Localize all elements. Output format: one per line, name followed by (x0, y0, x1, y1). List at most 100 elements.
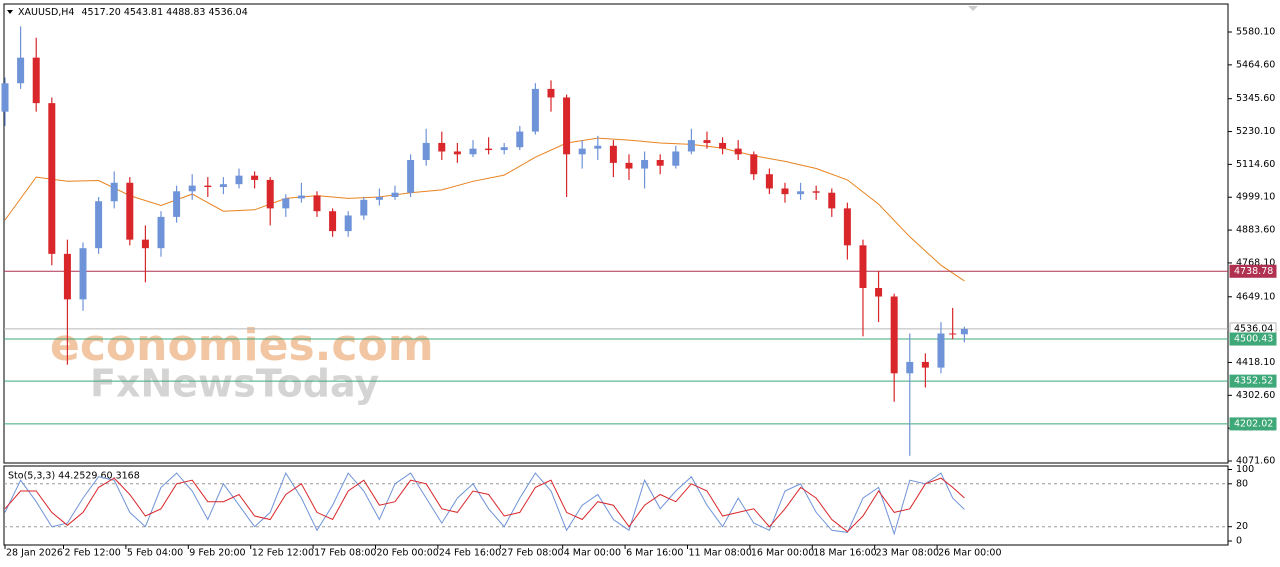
oscillator-panel (3, 465, 1229, 546)
candle-body (297, 195, 305, 199)
oscillator-title: Sto(5,3,3) 44.2529 60.3168 (8, 471, 140, 482)
candle-body (173, 191, 181, 217)
candle-body (516, 131, 524, 148)
level-line-box (1229, 374, 1277, 388)
candle-body (719, 142, 727, 149)
low: 4488.83 (166, 7, 205, 18)
candle-body (204, 185, 212, 188)
candle-body (344, 215, 352, 232)
candle-body (703, 140, 711, 143)
y-tick-label: 5114.60 (1236, 159, 1275, 170)
candle-body (656, 160, 664, 166)
y-tick-label: 4071.60 (1236, 456, 1275, 467)
candle-body (313, 195, 321, 212)
candle-body (141, 239, 149, 249)
candle-body (391, 192, 399, 197)
candle-body (110, 182, 118, 202)
candle-body (859, 245, 867, 288)
y-tick-label: 5464.60 (1236, 59, 1275, 70)
x-tick-label: 17 Feb 08:00 (314, 548, 376, 559)
main-panel (3, 3, 1229, 464)
y-tick-label: 100 (1236, 464, 1254, 475)
candle-body (921, 361, 929, 368)
candle-body (266, 179, 274, 209)
candle-body (906, 361, 914, 374)
x-tick-label: 12 Feb 12:00 (252, 548, 314, 559)
candle-body (48, 103, 56, 254)
x-tick-label: 23 Mar 08:00 (876, 548, 939, 559)
candle-body (828, 192, 836, 209)
candle-body (407, 160, 415, 193)
candle-body (672, 151, 680, 166)
open: 4517.20 (82, 7, 121, 18)
candle-body (63, 253, 71, 300)
x-tick-label: 5 Feb 04:00 (127, 548, 183, 559)
candle-body (438, 142, 446, 152)
scroll-icon[interactable] (968, 6, 978, 11)
x-tick-label: 4 Mar 00:00 (564, 548, 621, 559)
candle-body (485, 148, 493, 151)
x-tick-label: 2 Feb 12:00 (65, 548, 121, 559)
candle-body (875, 287, 883, 297)
candle-body (812, 191, 820, 193)
candle-body (219, 184, 227, 188)
candle-body (95, 201, 103, 249)
candle-body (453, 151, 461, 155)
oscillator-line (4, 471, 965, 536)
candle-body (188, 185, 196, 192)
x-tick-label: 18 Mar 16:00 (813, 548, 876, 559)
candle-body (734, 148, 742, 155)
level-line-label: 4738.78 (1234, 266, 1273, 277)
x-tick-label: 20 Feb 00:00 (376, 548, 438, 559)
level-line-label: 4500.43 (1234, 334, 1273, 345)
candle-body (797, 191, 805, 195)
candle-body (594, 145, 602, 149)
candle-body (765, 174, 773, 189)
x-tick-label: 6 Mar 16:00 (626, 548, 683, 559)
candle-body (781, 188, 789, 195)
y-tick-label: 4999.10 (1236, 192, 1275, 203)
candle-body (282, 198, 290, 209)
candle-body (469, 148, 477, 155)
candle-body (360, 199, 368, 216)
candle-body (750, 154, 758, 175)
watermark: FxNewsToday (90, 362, 379, 406)
moving-average (4, 137, 965, 282)
candle-body (17, 57, 25, 84)
collapse-icon[interactable] (7, 10, 13, 14)
y-tick-label: 80 (1236, 478, 1248, 489)
y-tick-label: 4768.10 (1236, 257, 1275, 268)
y-tick-label: 4302.60 (1236, 390, 1275, 401)
candle-body (625, 162, 633, 169)
high: 4543.81 (124, 7, 163, 18)
candle-body (235, 175, 243, 185)
x-tick-label: 26 Mar 00:00 (938, 548, 1001, 559)
ohlc-header: XAUUSD,H4 4517.20 4543.81 4488.83 4536.0… (18, 7, 248, 18)
candle-body (375, 196, 383, 200)
symbol: XAUUSD,H4 (18, 7, 74, 18)
candle-body (157, 216, 165, 249)
x-tick-label: 24 Feb 16:00 (439, 548, 501, 559)
candle-body (32, 57, 40, 104)
candle-body (329, 211, 337, 232)
candle-body (531, 88, 539, 132)
y-tick-label: 4883.60 (1236, 225, 1275, 236)
y-tick-label: 5230.10 (1236, 126, 1275, 137)
x-tick-label: 11 Mar 08:00 (688, 548, 751, 559)
y-tick-label: 4418.10 (1236, 357, 1275, 368)
y-tick-label: 4649.10 (1236, 291, 1275, 302)
candle-body (890, 296, 898, 374)
candle-body (949, 333, 957, 335)
candle-body (641, 160, 649, 169)
y-tick-label: 5345.60 (1236, 93, 1275, 104)
candle-body (547, 88, 555, 98)
candle-body (79, 248, 87, 300)
level-line-box (1229, 264, 1277, 278)
x-tick-label: 28 Jan 2026 (6, 548, 63, 559)
candle-body (563, 97, 571, 155)
candle-body (500, 147, 508, 151)
candle-body (609, 145, 617, 163)
candle-body (422, 142, 430, 161)
level-line-box (1229, 332, 1277, 346)
